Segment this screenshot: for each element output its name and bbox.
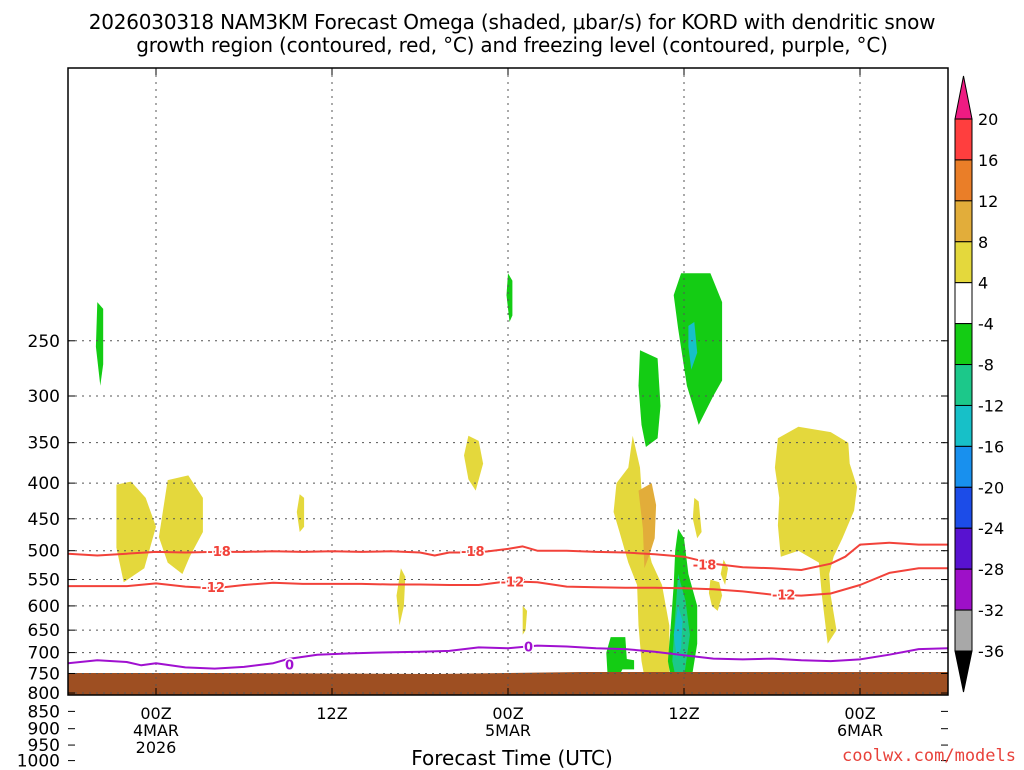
omega-shaded-region xyxy=(673,605,683,657)
y-tick-label: 900 xyxy=(28,720,60,740)
x-tick-label: 12Z xyxy=(668,704,699,723)
y-tick-label: 850 xyxy=(28,702,60,722)
y-tick-label: 600 xyxy=(28,597,60,617)
y-tick-label: 500 xyxy=(28,542,60,562)
omega-shaded-region xyxy=(464,435,484,491)
y-tick-label: 450 xyxy=(28,510,60,530)
colorbar-tick-label: -24 xyxy=(978,519,1004,538)
omega-shaded-region xyxy=(396,568,406,626)
omega-shaded-region xyxy=(95,302,104,386)
contour-label: -18 xyxy=(207,545,231,560)
colorbar-bin xyxy=(954,323,973,366)
colorbar-tick-label: 4 xyxy=(978,274,988,293)
omega-shaded-region xyxy=(522,605,528,635)
omega-shaded-region xyxy=(673,273,723,425)
y-tick-label: 950 xyxy=(28,736,60,756)
plot-background xyxy=(68,68,948,695)
colorbar-bin xyxy=(954,568,973,611)
colorbar-bin xyxy=(954,282,973,325)
contour-line xyxy=(68,567,948,597)
y-tick-label: 1000 xyxy=(17,752,60,768)
omega-shaded-region xyxy=(158,475,203,574)
contour-label: 0 xyxy=(285,658,294,673)
colorbar-bin xyxy=(954,159,973,202)
colorbar-tick-label: 8 xyxy=(978,233,988,252)
colorbar-bin xyxy=(954,118,973,161)
contour-label: -12 xyxy=(201,581,225,596)
x-tick-label: 00Z xyxy=(140,704,171,723)
colorbar-bin xyxy=(954,486,973,529)
x-tick-label: 00Z xyxy=(844,704,875,723)
contour-line xyxy=(68,541,948,571)
y-tick-label: 700 xyxy=(28,644,60,664)
y-tick-label: 750 xyxy=(28,664,60,684)
omega-shaded-region xyxy=(688,322,698,370)
omega-shaded-region xyxy=(296,494,305,532)
x-tick-label: 5MAR xyxy=(485,721,531,740)
x-tick-label: 4MAR xyxy=(133,721,179,740)
x-tick-label: 2026 xyxy=(136,738,177,757)
colorbar-bin xyxy=(954,200,973,243)
terrain-ground xyxy=(68,672,948,695)
contour-label: -12 xyxy=(772,589,796,604)
omega-shaded-region xyxy=(638,350,661,447)
chart-title-line-2: growth region (contoured, red, °C) and f… xyxy=(136,33,888,57)
colorbar-bin xyxy=(954,445,973,488)
contour-line xyxy=(68,644,948,670)
contour-label: -18 xyxy=(693,558,717,573)
y-tick-label: 800 xyxy=(28,684,60,704)
contour-label: -12 xyxy=(501,575,525,590)
colorbar-tick-label: 20 xyxy=(978,110,998,129)
y-tick-label: 250 xyxy=(28,332,60,352)
y-tick-label: 650 xyxy=(28,621,60,641)
colorbar-tick-label: 12 xyxy=(978,192,998,211)
colorbar-top-arrow xyxy=(954,75,973,120)
contour-label: 0 xyxy=(524,640,533,655)
omega-shaded-region xyxy=(647,711,653,722)
x-tick-label: 00Z xyxy=(492,704,523,723)
colorbar-bottom-arrow xyxy=(954,650,973,693)
x-axis-label: Forecast Time (UTC) xyxy=(411,746,613,770)
colorbar-tick-label: -32 xyxy=(978,601,1004,620)
colorbar-tick-label: -36 xyxy=(978,642,1004,661)
omega-shaded-region xyxy=(692,497,702,539)
colorbar-tick-label: -8 xyxy=(978,356,994,375)
y-tick-label: 400 xyxy=(28,474,60,494)
colorbar-tick-label: -12 xyxy=(978,396,1004,415)
colorbar-tick-label: -16 xyxy=(978,437,1004,456)
y-tick-label: 550 xyxy=(28,571,60,591)
colorbar-tick-label: -20 xyxy=(978,478,1004,497)
colorbar-bin xyxy=(954,404,973,447)
x-tick-label: 12Z xyxy=(316,704,347,723)
colorbar-bin xyxy=(954,527,973,570)
x-tick-label: 6MAR xyxy=(837,721,883,740)
omega-shaded-region xyxy=(116,481,156,583)
omega-shaded-region xyxy=(708,579,723,611)
omega-shaded-region xyxy=(638,483,657,569)
omega-shaded-region xyxy=(613,435,670,695)
colorbar-bin xyxy=(954,241,973,284)
colorbar-tick-label: -28 xyxy=(978,560,1004,579)
y-tick-label: 350 xyxy=(28,434,60,454)
colorbar-tick-label: 16 xyxy=(978,151,998,170)
contour-label: -18 xyxy=(461,545,485,560)
colorbar: 20 16 12 8 4 -4 -8 -12 -16 -20 -24 -28 -32 -36 xyxy=(954,75,1004,693)
colorbar-bin xyxy=(954,609,973,652)
omega-shaded-region xyxy=(774,426,858,644)
chart-title-line-1: 2026030318 NAM3KM Forecast Omega (shaded… xyxy=(88,10,936,34)
plot-area: -18 -18 -18 -12 -12 -12 0 0 xyxy=(68,68,948,722)
colorbar-bin xyxy=(954,364,973,406)
y-tick-label: 300 xyxy=(28,387,60,407)
credit-link[interactable]: coolwx.com/models xyxy=(842,746,1016,766)
colorbar-tick-label: -4 xyxy=(978,315,994,334)
